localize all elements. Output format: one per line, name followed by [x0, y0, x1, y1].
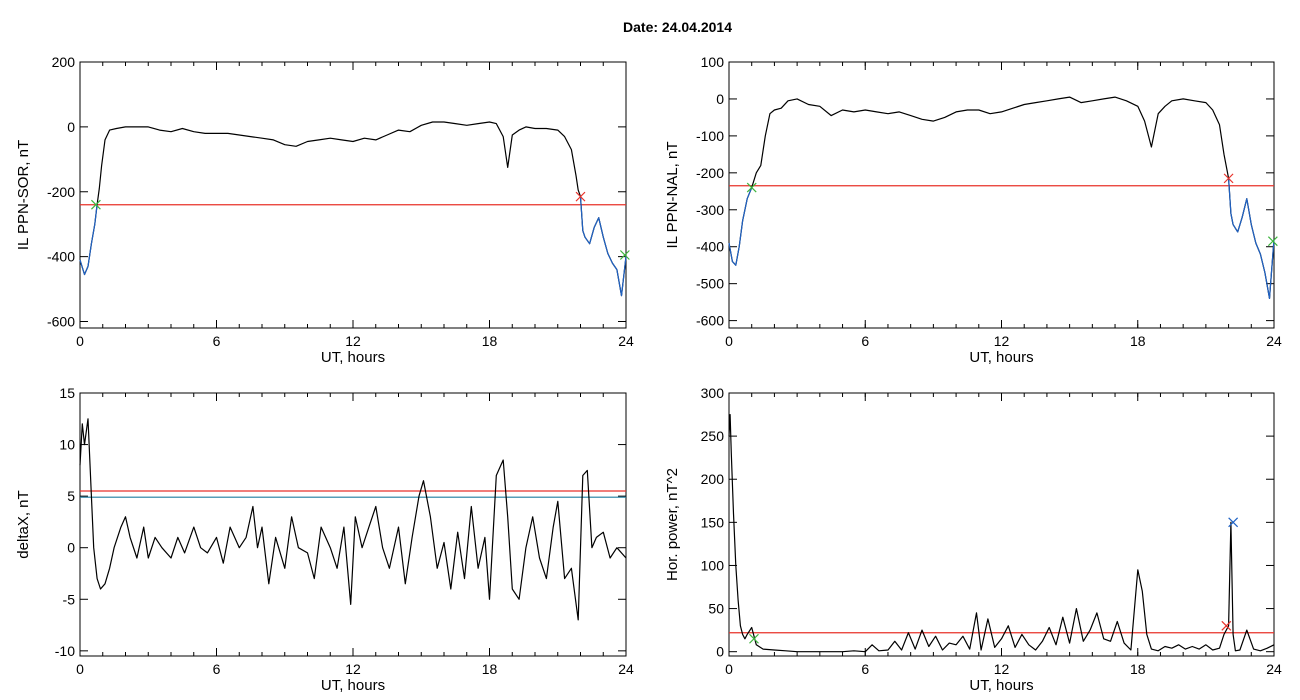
y-tick-label: -5 — [63, 591, 76, 607]
x-tick-label: 24 — [1266, 333, 1282, 349]
y-tick-label: -400 — [696, 239, 724, 255]
x-axis-label: UT, hours — [321, 349, 385, 366]
x-axis-label: UT, hours — [321, 677, 385, 694]
plot-frame — [79, 61, 627, 329]
plot-frame — [728, 392, 1275, 657]
chart-date-title: Date: 24.04.2014 — [623, 19, 732, 35]
plot-il-ppn-sor: 0 6 12 18 24 200 0 -200 -400 -600 UT, hours IL PPN-… — [15, 54, 634, 366]
plot-il-ppn-nal: 0 6 12 18 24 100 0 -100 -200 -300 -400 -500 -600 UT, … — [664, 54, 1282, 366]
cross-marker-stroke — [575, 191, 586, 202]
y-tick-label: -400 — [47, 249, 75, 265]
x-tick-label: 0 — [76, 661, 84, 677]
cross-marker — [1223, 173, 1234, 184]
x-tick-label: 6 — [213, 333, 221, 349]
y-tick-label: 150 — [701, 514, 725, 530]
cross-marker — [91, 199, 101, 210]
series-line — [728, 187, 753, 266]
x-tick-label: 18 — [1130, 661, 1146, 677]
series-line — [579, 196, 627, 297]
y-tick-label: 15 — [59, 385, 75, 401]
x-tick-label: 24 — [618, 661, 634, 677]
cross-marker-stroke — [1221, 620, 1232, 631]
y-tick-label: -100 — [696, 128, 724, 144]
cross-marker — [1221, 620, 1232, 631]
y-tick-label: -10 — [55, 643, 75, 659]
x-tick-label: 24 — [618, 333, 634, 349]
cross-marker-stroke — [749, 633, 759, 644]
y-tick-label: 5 — [67, 488, 75, 504]
y-tick-label: -300 — [696, 202, 724, 218]
x-tick-label: 24 — [1266, 661, 1282, 677]
plot-frame — [79, 392, 627, 657]
y-axis-label: IL PPN-SOR, nT — [15, 140, 32, 250]
cross-marker-stroke — [1228, 517, 1239, 528]
cross-marker — [619, 250, 630, 260]
series-line — [79, 418, 627, 621]
x-tick-label: 18 — [482, 661, 498, 677]
y-tick-label: -600 — [47, 314, 75, 330]
cross-marker-stroke — [746, 182, 757, 193]
series-line — [1228, 178, 1275, 299]
plot-frame — [728, 61, 1275, 329]
y-tick-label: 0 — [716, 644, 724, 660]
cross-marker — [746, 182, 757, 193]
y-axis-label: deltaX, nT — [15, 490, 32, 558]
y-tick-label: 0 — [67, 119, 75, 135]
x-axis-label: UT, hours — [969, 349, 1033, 366]
y-axis-label: IL PPN-NAL, nT — [664, 142, 681, 249]
x-tick-label: 0 — [76, 333, 84, 349]
plot-horizontal-power: 0 6 12 18 24 300 250 200 150 100 50 0 UT, hours Hor. … — [664, 385, 1282, 694]
y-tick-label: 50 — [708, 601, 724, 617]
y-tick-label: 100 — [701, 557, 725, 573]
plot-delta-x: 0 6 12 18 24 15 10 5 0 -5 -10 UT, hours deltaX, nT — [15, 385, 634, 694]
x-tick-label: 6 — [861, 333, 869, 349]
x-tick-label: 18 — [1130, 333, 1146, 349]
cross-marker — [749, 633, 759, 644]
x-tick-label: 0 — [725, 333, 733, 349]
x-tick-label: 12 — [994, 661, 1010, 677]
y-tick-label: 200 — [701, 471, 725, 487]
x-tick-label: 18 — [482, 333, 498, 349]
cross-marker — [1267, 236, 1278, 247]
series-line — [728, 414, 1275, 653]
y-tick-label: 0 — [67, 540, 75, 556]
series-line — [79, 121, 627, 297]
x-tick-label: 12 — [345, 333, 361, 349]
y-tick-label: 0 — [716, 91, 724, 107]
y-axis-label: Hor. power, nT^2 — [664, 468, 681, 581]
x-tick-label: 6 — [861, 661, 869, 677]
x-axis-label: UT, hours — [969, 677, 1033, 694]
x-tick-label: 12 — [345, 661, 361, 677]
x-tick-label: 0 — [725, 661, 733, 677]
y-tick-label: -200 — [47, 184, 75, 200]
y-tick-label: 100 — [701, 54, 725, 70]
cross-marker-stroke — [91, 199, 101, 210]
x-tick-label: 6 — [213, 661, 221, 677]
y-tick-label: 10 — [59, 437, 75, 453]
x-tick-label: 12 — [994, 333, 1010, 349]
y-tick-label: -600 — [696, 313, 724, 329]
y-tick-label: 200 — [52, 54, 76, 70]
series-line — [79, 204, 98, 276]
cross-marker-stroke — [619, 250, 630, 260]
y-tick-label: -200 — [696, 165, 724, 181]
y-tick-label: 300 — [701, 385, 725, 401]
series-line — [728, 96, 1275, 299]
cross-marker — [1228, 517, 1239, 528]
cross-marker — [575, 191, 586, 202]
cross-marker-stroke — [1267, 236, 1278, 247]
cross-marker-stroke — [1223, 173, 1234, 184]
y-tick-label: -500 — [696, 276, 724, 292]
y-tick-label: 250 — [701, 428, 725, 444]
